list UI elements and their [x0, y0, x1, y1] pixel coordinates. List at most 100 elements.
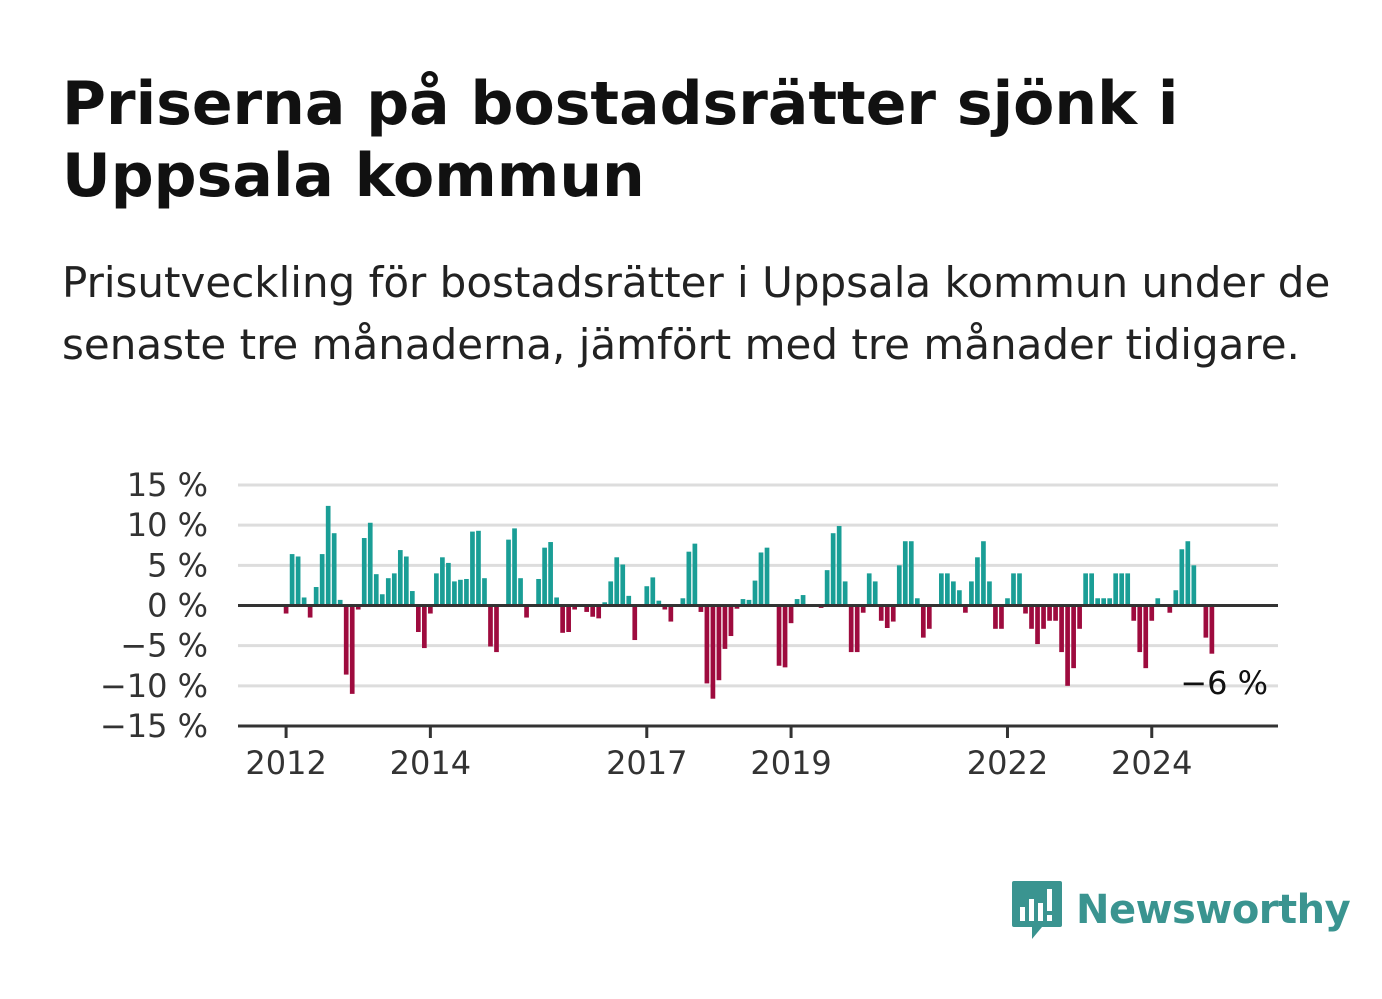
bar: [548, 542, 553, 606]
bar: [313, 587, 319, 606]
bar: [860, 605, 866, 613]
bar: [1083, 573, 1088, 606]
bar: [1053, 605, 1058, 621]
bar: [969, 581, 974, 606]
bar: [1209, 605, 1215, 654]
bar: [355, 605, 361, 610]
bar: [295, 556, 301, 606]
y-tick-label: 10 %: [127, 506, 208, 544]
bar: [878, 605, 884, 621]
bar: [704, 605, 710, 684]
bar: [488, 605, 493, 647]
bar: [776, 605, 782, 666]
bar: [614, 557, 620, 606]
x-tick-label: 2019: [750, 744, 831, 782]
bar: [662, 605, 668, 610]
brand-logo: Newsworthy: [1010, 878, 1351, 942]
bar: [951, 581, 956, 606]
bar: [1185, 541, 1191, 606]
bar: [722, 605, 728, 649]
bar: [644, 586, 650, 606]
bar: [1125, 573, 1131, 606]
bar: [494, 605, 499, 653]
bar: [632, 605, 638, 641]
bar: [1035, 605, 1040, 645]
bar: [1029, 605, 1034, 629]
bar: [1131, 605, 1137, 621]
bar: [830, 533, 836, 606]
bar: [331, 533, 337, 606]
grid-lines: [238, 483, 1278, 688]
bar: [1065, 605, 1070, 686]
bar: [590, 605, 596, 617]
bar: [482, 578, 487, 606]
bar: [319, 554, 325, 606]
bar: [866, 573, 872, 606]
bar: [1203, 605, 1209, 638]
bar: [914, 598, 920, 606]
bar: [692, 543, 698, 606]
bar: [656, 600, 662, 606]
bar: [464, 578, 469, 606]
bar: [1191, 565, 1197, 606]
bar: [842, 581, 848, 606]
bar: [1095, 598, 1100, 606]
bar: [650, 577, 656, 606]
bar: [446, 562, 451, 606]
chart-title: Priserna på bostadsrätter sjönk i Uppsal…: [62, 69, 1179, 211]
y-tick-label: −15 %: [100, 707, 208, 745]
x-tick-label: 2012: [245, 744, 326, 782]
y-tick-label: 15 %: [127, 466, 208, 504]
x-tick-label: 2022: [967, 744, 1048, 782]
y-axis-labels: 15 %10 %5 %0 %−5 %−10 %−15 %: [100, 466, 208, 745]
y-tick-label: −10 %: [100, 667, 208, 705]
x-axis-labels: 2012 2014 2017 2019 2022 2024: [245, 726, 1192, 782]
bar: [740, 599, 746, 606]
brand-name: Newsworthy: [1076, 887, 1351, 933]
bar: [385, 578, 391, 606]
bar: [512, 528, 517, 606]
bar: [1155, 598, 1161, 606]
bar: [1137, 605, 1143, 653]
bar: [343, 605, 349, 675]
bar: [470, 531, 475, 606]
bar: [1119, 573, 1125, 606]
bar: [1167, 605, 1173, 613]
bar: [584, 605, 590, 612]
bar: [746, 599, 752, 606]
bar: [409, 591, 415, 606]
bar: [422, 605, 427, 649]
bar: [506, 539, 511, 606]
bar: [283, 605, 289, 614]
bar: [993, 605, 998, 629]
bar: [963, 605, 968, 613]
bar: [716, 605, 722, 681]
bar: [824, 570, 830, 606]
bar: [1071, 605, 1076, 669]
bar: [518, 578, 523, 606]
last-value-label: −6 %: [1180, 664, 1268, 702]
bar: [620, 564, 626, 606]
bar: [361, 538, 367, 606]
bar: [1089, 573, 1094, 606]
bar: [289, 554, 295, 606]
bar: [1179, 549, 1185, 606]
bar: [428, 605, 433, 614]
chart-subtitle: Prisutveckling för bostadsrätter i Uppsa…: [62, 258, 1331, 369]
bar: [379, 594, 385, 606]
bar: [626, 595, 632, 606]
bar: [1149, 605, 1155, 621]
bar: [686, 551, 692, 606]
x-tick-label: 2014: [390, 744, 471, 782]
bar: [1011, 573, 1016, 606]
bar: [572, 605, 577, 610]
bar: [957, 590, 962, 606]
bar: [896, 565, 902, 606]
bars: [283, 505, 1215, 699]
bar: [1017, 573, 1022, 606]
bar: [440, 557, 445, 606]
bar: [884, 605, 890, 628]
bar: [542, 547, 547, 606]
y-tick-label: −5 %: [120, 627, 208, 665]
bar: [728, 605, 734, 637]
